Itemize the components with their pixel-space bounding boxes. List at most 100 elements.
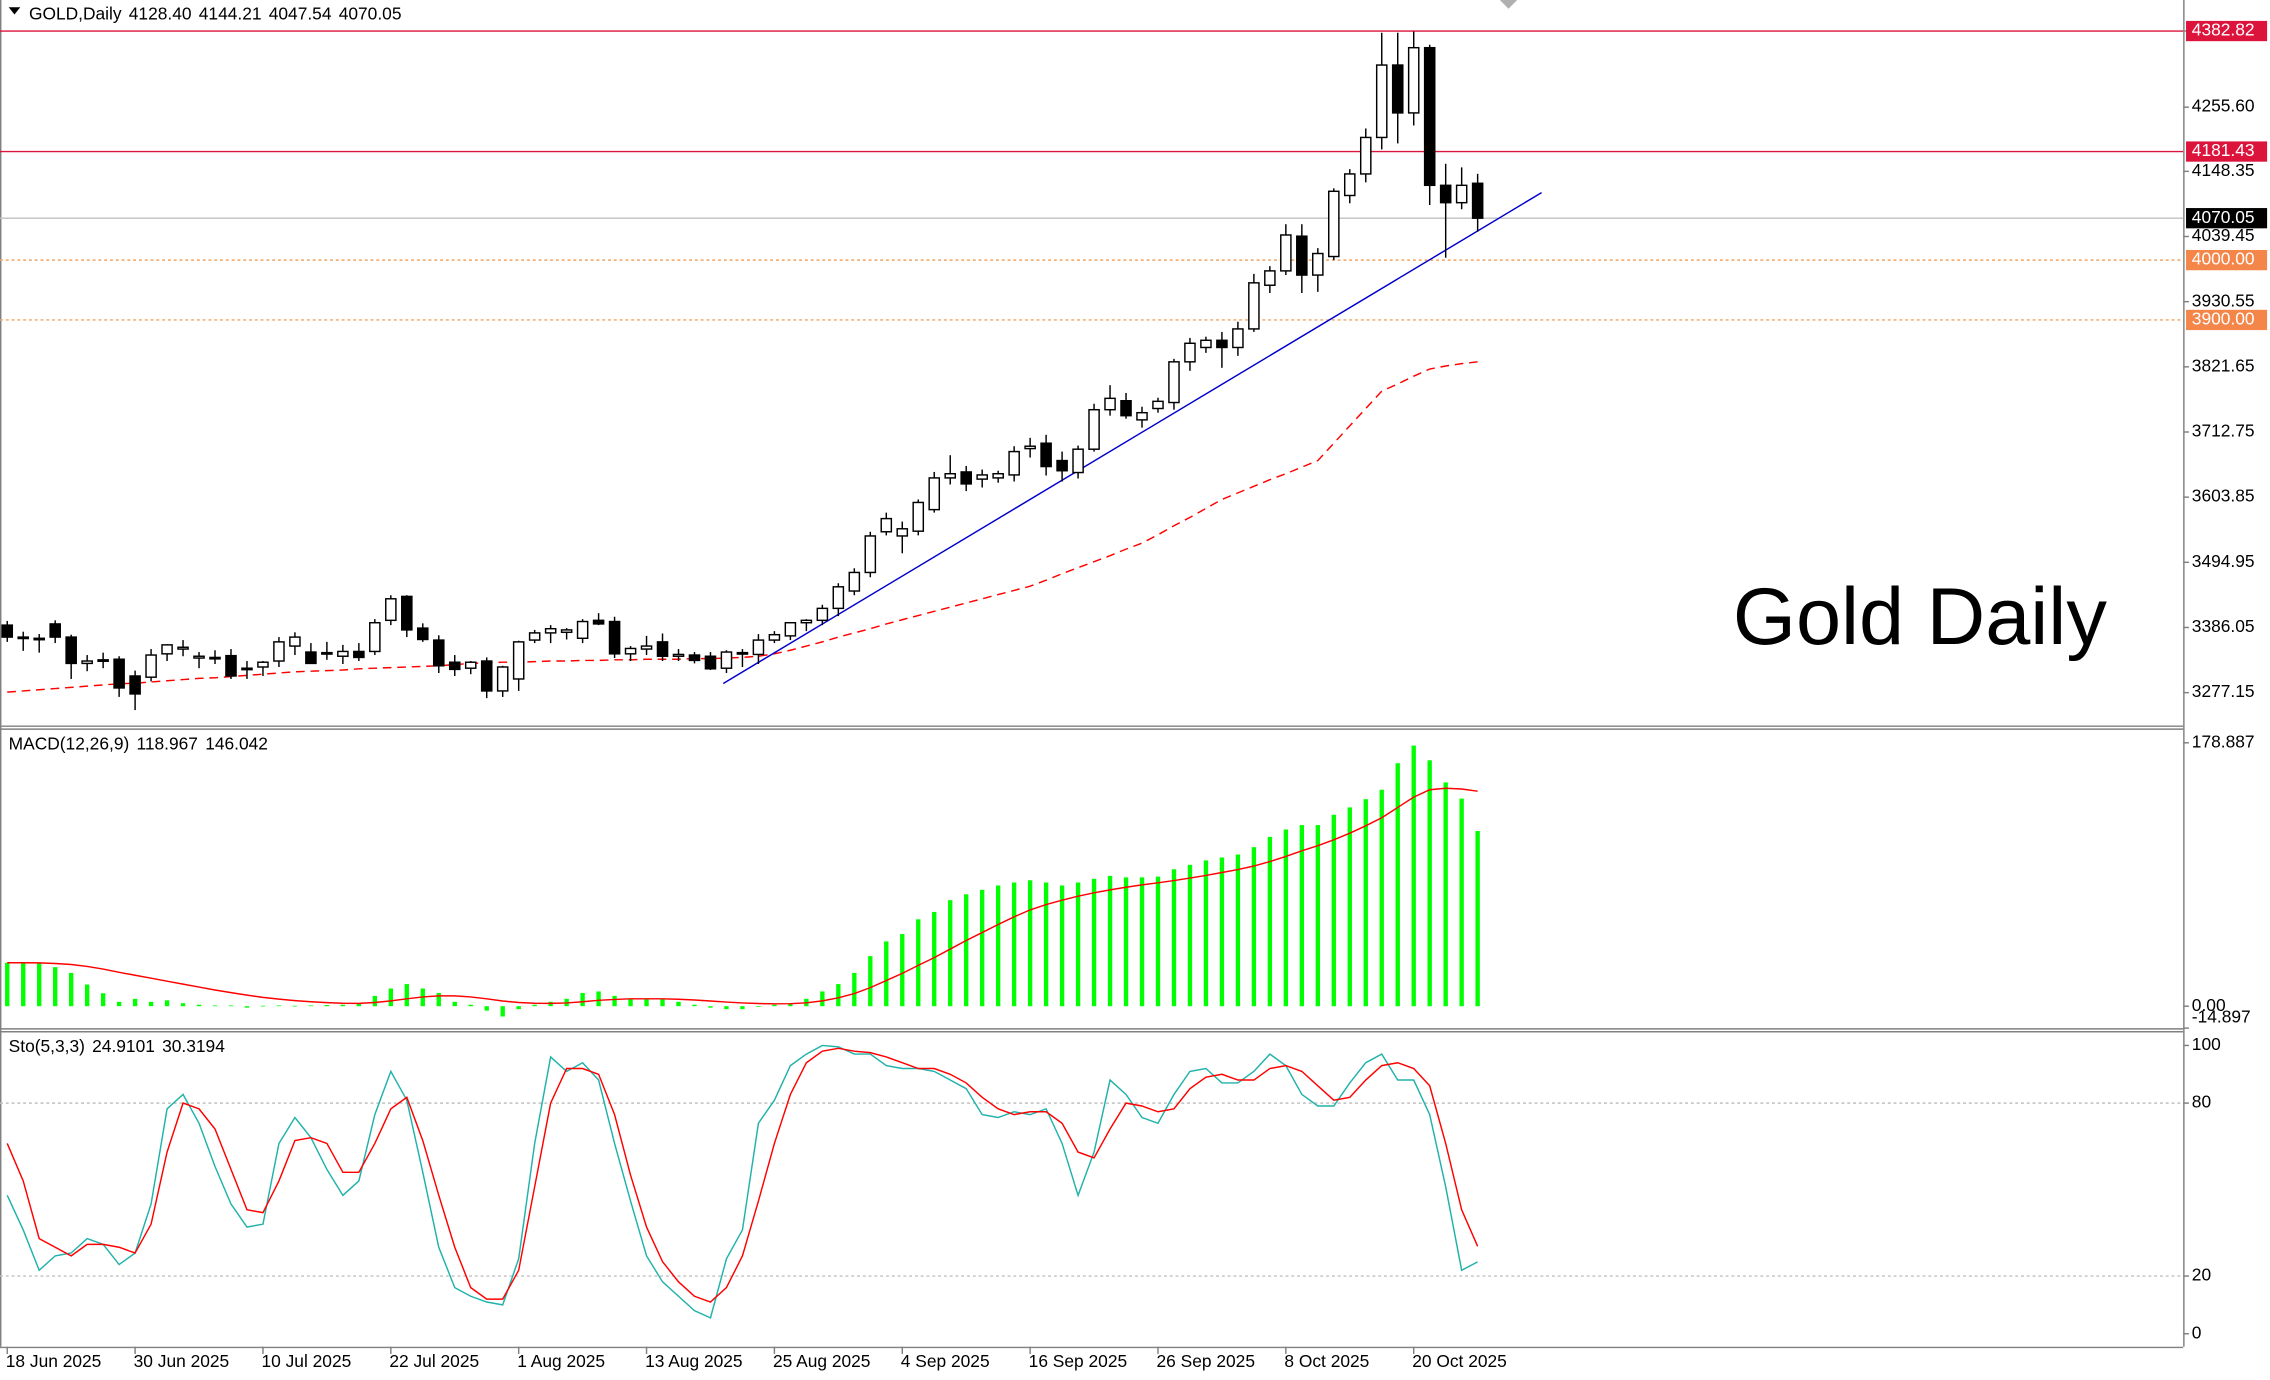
macd-bar [436, 992, 441, 1007]
macd-bar [948, 900, 953, 1007]
macd-bar [1155, 876, 1161, 1007]
shift-marker [1499, 0, 1518, 9]
macd-bar [308, 1005, 314, 1007]
macd-bar [692, 1004, 697, 1007]
candle-body [944, 473, 957, 479]
candle-body [65, 636, 77, 665]
macd-bar [836, 984, 841, 1007]
candle-body [752, 639, 765, 656]
candle-body [1216, 339, 1228, 349]
price-level-label-bg [2186, 309, 2268, 331]
candle-body [720, 651, 733, 669]
macd-bar [21, 962, 26, 1007]
macd-bar [772, 1004, 777, 1007]
candle-body [321, 651, 333, 655]
macd-bar [180, 1003, 186, 1007]
macd-bar [196, 1004, 202, 1007]
candle-body [800, 619, 813, 624]
candle-body [560, 629, 573, 634]
candle-body [1184, 342, 1196, 363]
macd-bar [868, 956, 873, 1007]
candle-body [736, 651, 749, 655]
macd-bar [100, 993, 106, 1007]
macd-bar [1139, 877, 1145, 1007]
y-tick-label: 80 [2192, 1092, 2211, 1112]
candle-body [1264, 270, 1276, 286]
candle-body [912, 501, 925, 532]
y-tick-label: 4039.45 [2192, 225, 2255, 245]
y-tick-label: 3930.55 [2192, 290, 2255, 310]
frame [0, 0, 2185, 1349]
candle-body [177, 646, 189, 650]
header-value: 4070.05 [339, 3, 402, 23]
price-level-label: 3900.00 [2192, 309, 2255, 329]
macd-bar [68, 972, 74, 1007]
macd-bar [164, 1000, 170, 1007]
x-tick-label: 20 Oct 2025 [1412, 1351, 1507, 1371]
candle-body [385, 598, 397, 622]
menu-arrow[interactable] [8, 7, 21, 15]
header-value: 4144.21 [199, 3, 262, 23]
x-tick-label: 25 Aug 2025 [773, 1351, 871, 1371]
macd-bar [228, 1005, 234, 1007]
candle-body [289, 636, 301, 647]
macd-bar [484, 1006, 489, 1011]
candle-body [1040, 442, 1052, 468]
stochastic-line [6, 1047, 1479, 1303]
trendline [722, 191, 1542, 685]
macd-bar [724, 1006, 729, 1010]
y-tick-label: -14.897 [2192, 1007, 2251, 1027]
macd-bar [1043, 882, 1049, 1007]
x-tick-label: 4 Sep 2025 [901, 1351, 990, 1371]
candle-body [353, 650, 365, 659]
macd-bar [1267, 836, 1273, 1007]
candle-body [880, 517, 893, 533]
candle-body [97, 659, 109, 662]
macd-bar [1283, 829, 1289, 1007]
y-tick-label: 4148.35 [2192, 160, 2255, 180]
macd-bar [1427, 760, 1432, 1007]
price-level-label-bg [2186, 141, 2268, 162]
macd-bar [1459, 798, 1464, 1007]
candle-body [496, 666, 509, 692]
candle-body [1328, 190, 1340, 258]
candle-body [448, 661, 461, 671]
header-value: 4128.40 [129, 3, 192, 23]
candle-body [992, 473, 1004, 479]
macd-bar [148, 1001, 154, 1007]
candle-body [257, 661, 269, 668]
macd-bar [1123, 877, 1129, 1007]
macd-bar [1347, 807, 1352, 1007]
macd-bar [37, 962, 42, 1007]
candle-body [624, 647, 637, 655]
candle-body [816, 607, 829, 622]
macd-bar [276, 1005, 282, 1007]
macd-bar [1187, 864, 1193, 1007]
candle-body [49, 623, 61, 638]
candle-body [480, 660, 493, 692]
macd-bar [596, 991, 601, 1007]
stochastic-line [6, 1044, 1478, 1319]
macd-bar [612, 995, 617, 1007]
candle-body [416, 627, 429, 641]
y-tick-label: 20 [2192, 1265, 2211, 1285]
candle-body [976, 474, 988, 480]
candle-body [1455, 184, 1468, 204]
macd-bar [1379, 789, 1384, 1007]
x-tick-label: 10 Jul 2025 [262, 1351, 352, 1371]
panel-header: Sto(5,3,3) 24.9101 30.3194 [9, 1036, 226, 1056]
y-tick-label: 178.887 [2192, 731, 2255, 751]
y-tick-label: 3821.65 [2192, 355, 2255, 375]
macd-bar [5, 962, 10, 1007]
candle-body [1471, 182, 1484, 219]
candle-body [145, 654, 157, 678]
candle-body [209, 656, 221, 660]
candle-body [33, 637, 45, 641]
candle-body [704, 655, 717, 670]
candle-body [432, 639, 445, 667]
macd-bar [372, 995, 378, 1007]
macd-bar [356, 1003, 362, 1007]
macd-bar [1091, 878, 1097, 1007]
